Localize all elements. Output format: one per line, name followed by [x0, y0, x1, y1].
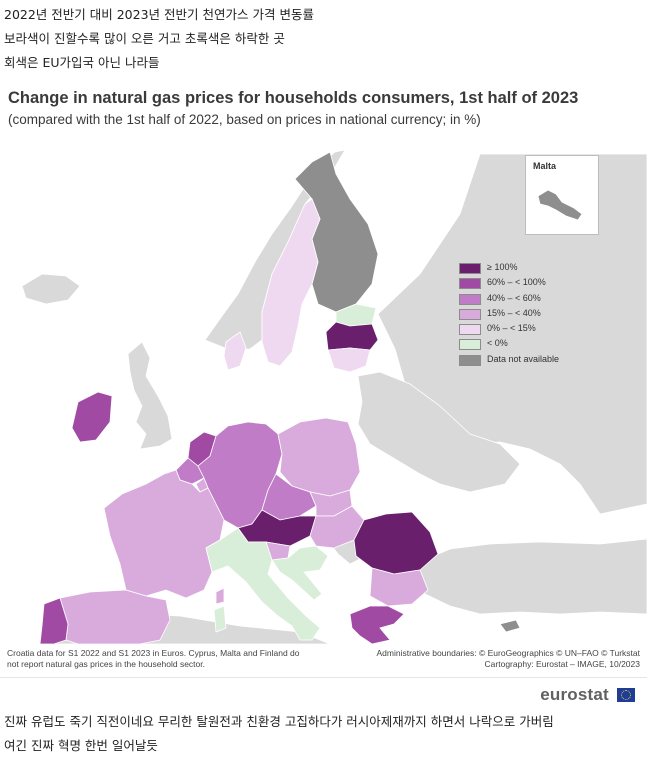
malta-inset: Malta: [525, 155, 599, 235]
eu-flag-icon: [617, 687, 635, 702]
map-subtitle: (compared with the 1st half of 2022, bas…: [8, 112, 481, 127]
country-portugal: [39, 597, 69, 644]
land-belarus-ukraine: [357, 371, 521, 493]
post-text-line-1: 2022년 전반기 대비 2023년 전반기 천연가스 가격 변동률: [4, 7, 314, 22]
eurostat-map-figure: Change in natural gas prices for househo…: [0, 72, 647, 708]
country-bulgaria: [369, 567, 429, 607]
footnote-sources-left: Croatia data for S1 2022 and S1 2023 in …: [7, 648, 300, 669]
post-text-line-5: 여긴 진짜 혁명 한번 일어날듯: [4, 738, 158, 753]
legend-label: ≥ 100%: [487, 262, 518, 272]
country-latvia: [325, 321, 379, 351]
land-turkey: [414, 538, 647, 615]
land-iceland: [21, 273, 81, 305]
country-sardinia: [213, 605, 227, 633]
post-text-line-3: 회색은 EU가입국 아닌 나라들: [4, 55, 160, 70]
legend-swatch: [459, 339, 481, 351]
legend-swatch: [459, 354, 481, 366]
legend-swatch: [459, 324, 481, 336]
europe-map: [21, 149, 647, 644]
map-legend: ≥ 100% 60% – < 100% 40% – < 60% 15% – < 40%…: [459, 262, 579, 369]
country-spain: [59, 589, 171, 644]
footnote-right-line-2: Cartography: Eurostat – IMAGE, 10/2023: [484, 658, 640, 669]
country-greece: [349, 605, 405, 644]
legend-label: < 0%: [487, 338, 508, 349]
country-croatia: [271, 545, 329, 601]
legend-label: 60% – < 100%: [487, 277, 546, 288]
country-denmark: [223, 331, 247, 371]
land-norway: [204, 149, 346, 351]
legend-swatch: [459, 293, 481, 305]
malta-inset-label: Malta: [533, 161, 557, 171]
footnote-left-line-1: Croatia data for S1 2022 and S1 2023 in …: [7, 648, 300, 658]
legend-item: 15% – < 40%: [459, 308, 579, 323]
country-corsica: [215, 587, 225, 605]
legend-label: 40% – < 60%: [487, 292, 541, 303]
legend-item: 60% – < 100%: [459, 277, 579, 292]
legend-swatch: [459, 308, 481, 320]
country-france: [103, 469, 225, 599]
land-uk: [127, 341, 173, 450]
legend-label: Data not available: [487, 353, 560, 364]
legend-label: 0% – < 15%: [487, 323, 536, 334]
legend-swatch: [459, 263, 481, 274]
footnote-right-line-1: Administrative boundaries: © EuroGeograp…: [376, 648, 640, 658]
country-ireland: [71, 391, 113, 443]
figure-divider: [0, 677, 647, 678]
legend-label: 15% – < 40%: [487, 307, 541, 318]
map-title: Change in natural gas prices for househo…: [8, 89, 579, 107]
country-italy: [205, 527, 321, 641]
footnote-credits-right: Administrative boundaries: © EuroGeograp…: [376, 648, 640, 669]
post-text-line-4: 진짜 유럽도 죽기 직전이네요 무리한 탈원전과 친환경 고집하다가 러시아제재…: [4, 714, 554, 729]
legend-swatch: [459, 278, 481, 290]
legend-item: 40% – < 60%: [459, 293, 579, 308]
country-cyprus: [499, 619, 521, 633]
post-text-line-2: 보라색이 진할수록 많이 오른 거고 초록색은 하락한 곳: [4, 31, 285, 46]
eurostat-logo: eurostat: [540, 684, 635, 704]
country-lithuania: [327, 347, 371, 373]
footnote-left-line-2: not report natural gas prices in the hou…: [7, 658, 205, 669]
malta-shape: [537, 189, 583, 221]
eurostat-wordmark: eurostat: [540, 684, 609, 704]
legend-item: ≥ 100%: [459, 262, 579, 277]
country-romania: [353, 511, 439, 575]
legend-item: Data not available: [459, 354, 579, 369]
legend-item: 0% – < 15%: [459, 323, 579, 338]
legend-item: < 0%: [459, 338, 579, 353]
country-sweden: [261, 198, 321, 367]
